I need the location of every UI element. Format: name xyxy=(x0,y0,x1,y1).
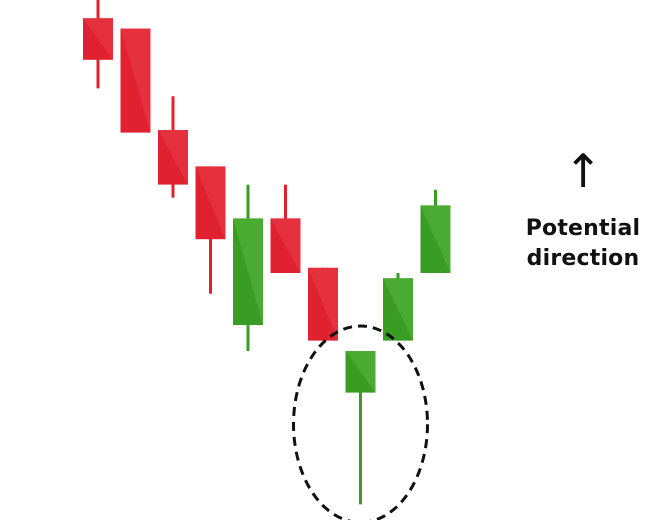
candle-body-highlight xyxy=(270,218,301,273)
candle-body-highlight xyxy=(120,28,151,133)
candle-10 xyxy=(420,189,451,273)
candle-body-highlight xyxy=(83,18,113,60)
candle-6 xyxy=(270,184,301,273)
candle-8 xyxy=(345,351,376,505)
candle-body-highlight xyxy=(308,267,338,341)
candle-body-highlight xyxy=(195,166,226,240)
candle-body-highlight xyxy=(233,218,263,325)
candle-7 xyxy=(308,267,338,341)
candle-3 xyxy=(158,96,188,198)
potential-direction-annotation: ↑ Potential direction xyxy=(498,148,650,274)
candle-body-highlight xyxy=(420,205,451,273)
up-arrow-icon: ↑ xyxy=(563,144,603,198)
candle-body-highlight xyxy=(158,130,188,185)
highlight-ellipse xyxy=(292,324,429,520)
annotation-text: Potential direction xyxy=(525,216,641,271)
candle-1 xyxy=(83,0,113,89)
candle-body-highlight xyxy=(345,351,376,393)
candle-9 xyxy=(383,273,413,341)
candle-4 xyxy=(195,166,226,294)
candle-5 xyxy=(233,184,263,351)
highlight-layer xyxy=(292,324,429,520)
candle-body-highlight xyxy=(383,278,413,341)
candle-2 xyxy=(120,28,151,133)
candles-layer xyxy=(83,0,451,505)
